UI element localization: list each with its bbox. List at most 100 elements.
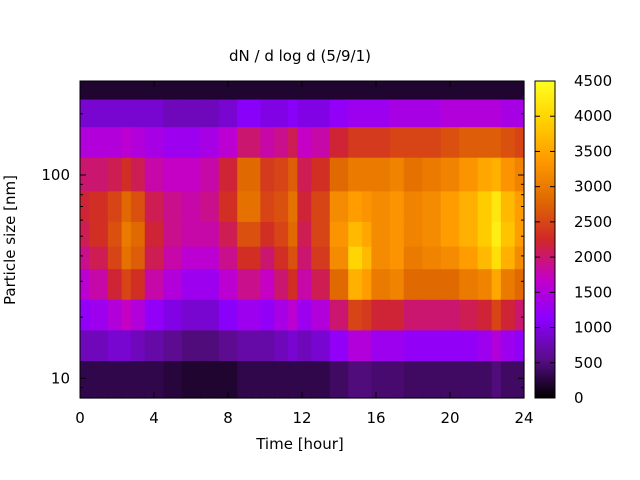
- heatmap-cell: [459, 360, 479, 399]
- heatmap-cell: [477, 81, 493, 100]
- heatmap-cell: [288, 299, 298, 331]
- heatmap-cell: [422, 268, 442, 300]
- heatmap-cell: [348, 360, 363, 399]
- heatmap-cell: [181, 246, 201, 270]
- heatmap-cell: [121, 299, 132, 331]
- heatmap-cell: [251, 81, 261, 100]
- heatmap-cell: [329, 299, 349, 331]
- heatmap-cell: [288, 81, 298, 100]
- heatmap-cell: [348, 126, 363, 158]
- heatmap-cell: [260, 246, 275, 270]
- heatmap-cell: [80, 329, 90, 361]
- heatmap-cell: [260, 221, 275, 247]
- heatmap-cell: [163, 221, 183, 247]
- heatmap-cell: [371, 299, 382, 331]
- heatmap-cell: [329, 157, 349, 192]
- heatmap-cell: [107, 221, 123, 247]
- heatmap-cell: [459, 126, 479, 158]
- heatmap-cell: [80, 126, 90, 158]
- x-tick-label: 0: [75, 409, 85, 427]
- heatmap-cell: [144, 81, 164, 100]
- heatmap-cell: [348, 98, 363, 128]
- heatmap-cell: [403, 329, 423, 361]
- heatmap-cell: [181, 268, 201, 300]
- heatmap-cell: [89, 81, 109, 100]
- heatmap-cell: [371, 329, 382, 361]
- heatmap-cell: [389, 299, 405, 331]
- heatmap-cell: [389, 81, 405, 100]
- heatmap-cell: [422, 157, 442, 192]
- heatmap-cell: [371, 157, 382, 192]
- heatmap-cell: [440, 126, 460, 158]
- heatmap-cell: [477, 360, 493, 399]
- x-tick-label: 24: [514, 409, 533, 427]
- heatmap-cell: [107, 329, 123, 361]
- heatmap-cell: [107, 360, 123, 399]
- heatmap-cell: [422, 360, 442, 399]
- heatmap-cell: [389, 98, 405, 128]
- heatmap-cell: [163, 299, 183, 331]
- heatmap-cell: [389, 360, 405, 399]
- x-axis: 0 4 8 12 16 20 24: [75, 81, 534, 427]
- heatmap-cell: [218, 81, 238, 100]
- heatmap-cell: [403, 190, 423, 222]
- heatmap-cell: [297, 268, 312, 300]
- heatmap-cell: [181, 190, 201, 222]
- heatmap-cell: [348, 299, 363, 331]
- heatmap-cell: [311, 221, 331, 247]
- heatmap-cell: [200, 98, 220, 128]
- heatmap-cell: [200, 81, 220, 100]
- heatmap-cell: [380, 246, 391, 270]
- heatmap-cell: [362, 126, 372, 158]
- y-tick-label: 10: [51, 369, 70, 387]
- heatmap-cell: [362, 221, 372, 247]
- heatmap-cell: [130, 299, 146, 331]
- heatmap-cell: [459, 246, 479, 270]
- heatmap-cell: [500, 126, 516, 158]
- heatmap-cell: [121, 126, 132, 158]
- heatmap-cell: [459, 329, 479, 361]
- heatmap-cell: [288, 360, 298, 399]
- heatmap-cell: [181, 157, 201, 192]
- heatmap-cell: [491, 246, 502, 270]
- heatmap-cell: [514, 190, 525, 222]
- heatmap-cell: [260, 98, 275, 128]
- heatmap-cell: [144, 157, 164, 192]
- heatmap-cell: [89, 157, 109, 192]
- heatmap-cell: [144, 360, 164, 399]
- heatmap-cell: [251, 221, 261, 247]
- colorbar-tick-label: 1000: [574, 319, 612, 337]
- colorbar-tick-label: 500: [574, 354, 603, 372]
- heatmap-cell: [200, 299, 220, 331]
- colorbar-tick-label: 3000: [574, 178, 612, 196]
- heatmap-cell: [163, 81, 183, 100]
- heatmap-cell: [237, 299, 252, 331]
- heatmap-cell: [130, 329, 146, 361]
- heatmap-cell: [477, 268, 493, 300]
- heatmap-cell: [274, 299, 289, 331]
- y-axis-label: Particle size [nm]: [1, 175, 19, 305]
- heatmap-cell: [491, 299, 502, 331]
- heatmap-cell: [237, 157, 252, 192]
- heatmap-cell: [237, 268, 252, 300]
- heatmap-cell: [389, 246, 405, 270]
- heatmap-cell: [181, 360, 201, 399]
- heatmap-cell: [274, 157, 289, 192]
- heatmap-cell: [218, 98, 238, 128]
- heatmap-cell: [459, 299, 479, 331]
- heatmap-cell: [422, 246, 442, 270]
- heatmap-cell: [163, 329, 183, 361]
- heatmap-cell: [500, 360, 516, 399]
- heatmap-cell: [200, 246, 220, 270]
- heatmap-cell: [362, 299, 372, 331]
- heatmap-cell: [251, 329, 261, 361]
- heatmap-cell: [260, 157, 275, 192]
- heatmap-cell: [121, 157, 132, 192]
- x-tick-label: 12: [292, 409, 311, 427]
- colorbar-tick-label: 2500: [574, 213, 612, 231]
- heatmap-cell: [380, 360, 391, 399]
- plot-area: [80, 81, 525, 399]
- heatmap-cell: [348, 190, 363, 222]
- heatmap-cell: [144, 299, 164, 331]
- heatmap-cell: [311, 81, 331, 100]
